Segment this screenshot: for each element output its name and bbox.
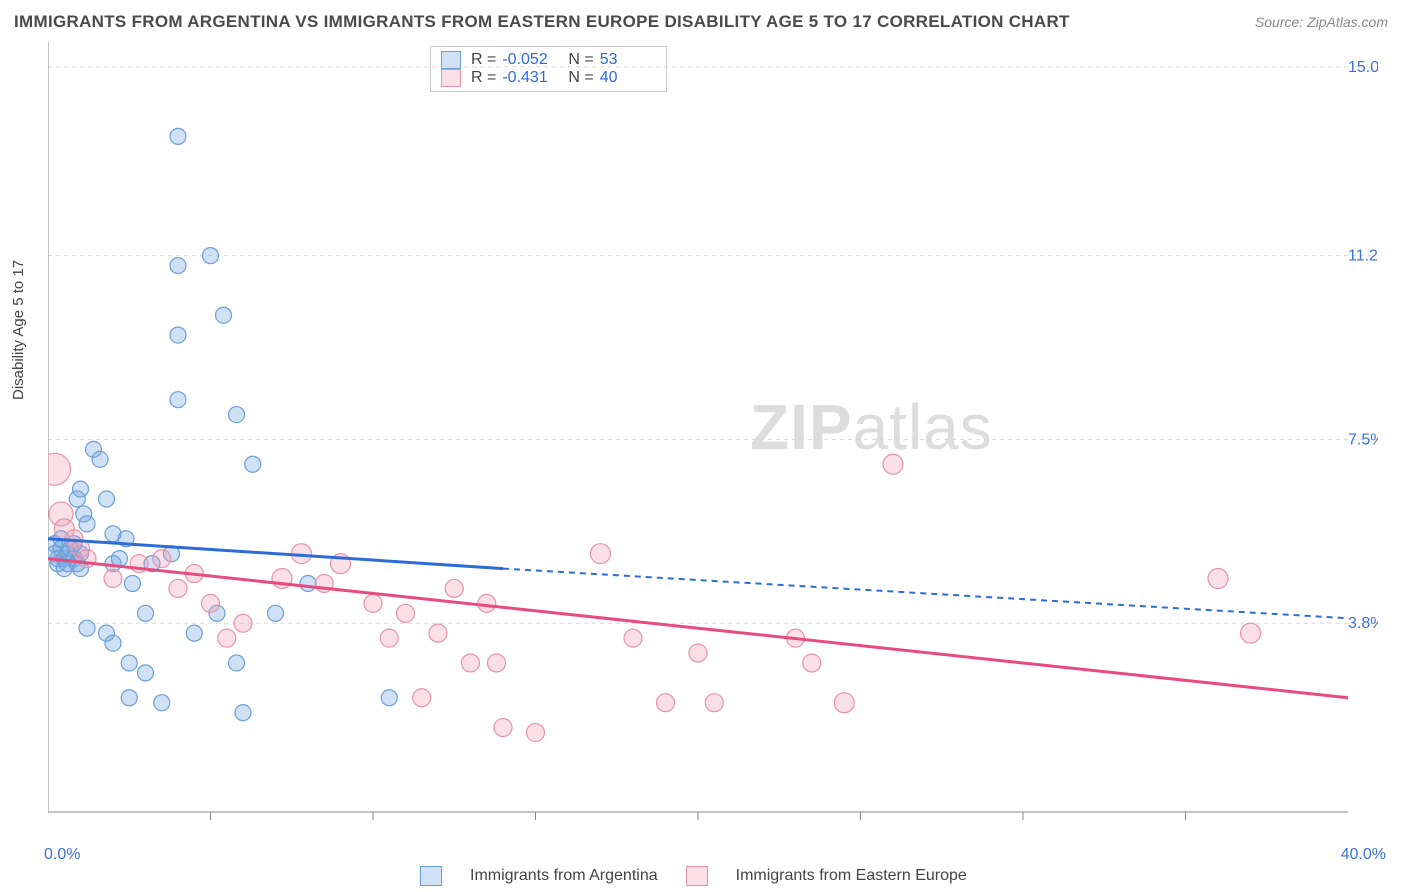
scatter-chart: 3.8% 7.5% 11.2% 15.0% [48,42,1378,834]
x-axis-max: 40.0% [1341,846,1386,864]
y-axis-label: Disability Age 5 to 17 [10,260,27,400]
legend-label-easterneurope: Immigrants from Eastern Europe [736,867,967,885]
svg-text:7.5%: 7.5% [1348,431,1378,448]
series-legend: Immigrants from Argentina Immigrants fro… [420,866,967,886]
svg-text:3.8%: 3.8% [1348,615,1378,632]
svg-text:15.0%: 15.0% [1348,59,1378,76]
source-attribution: Source: ZipAtlas.com [1255,14,1388,30]
legend-label-argentina: Immigrants from Argentina [470,867,658,885]
svg-text:11.2%: 11.2% [1348,248,1378,265]
legend-swatch-blue [420,866,442,886]
legend-swatch-pink [686,866,708,886]
x-axis-min: 0.0% [44,846,80,864]
chart-title: IMMIGRANTS FROM ARGENTINA VS IMMIGRANTS … [14,12,1070,32]
